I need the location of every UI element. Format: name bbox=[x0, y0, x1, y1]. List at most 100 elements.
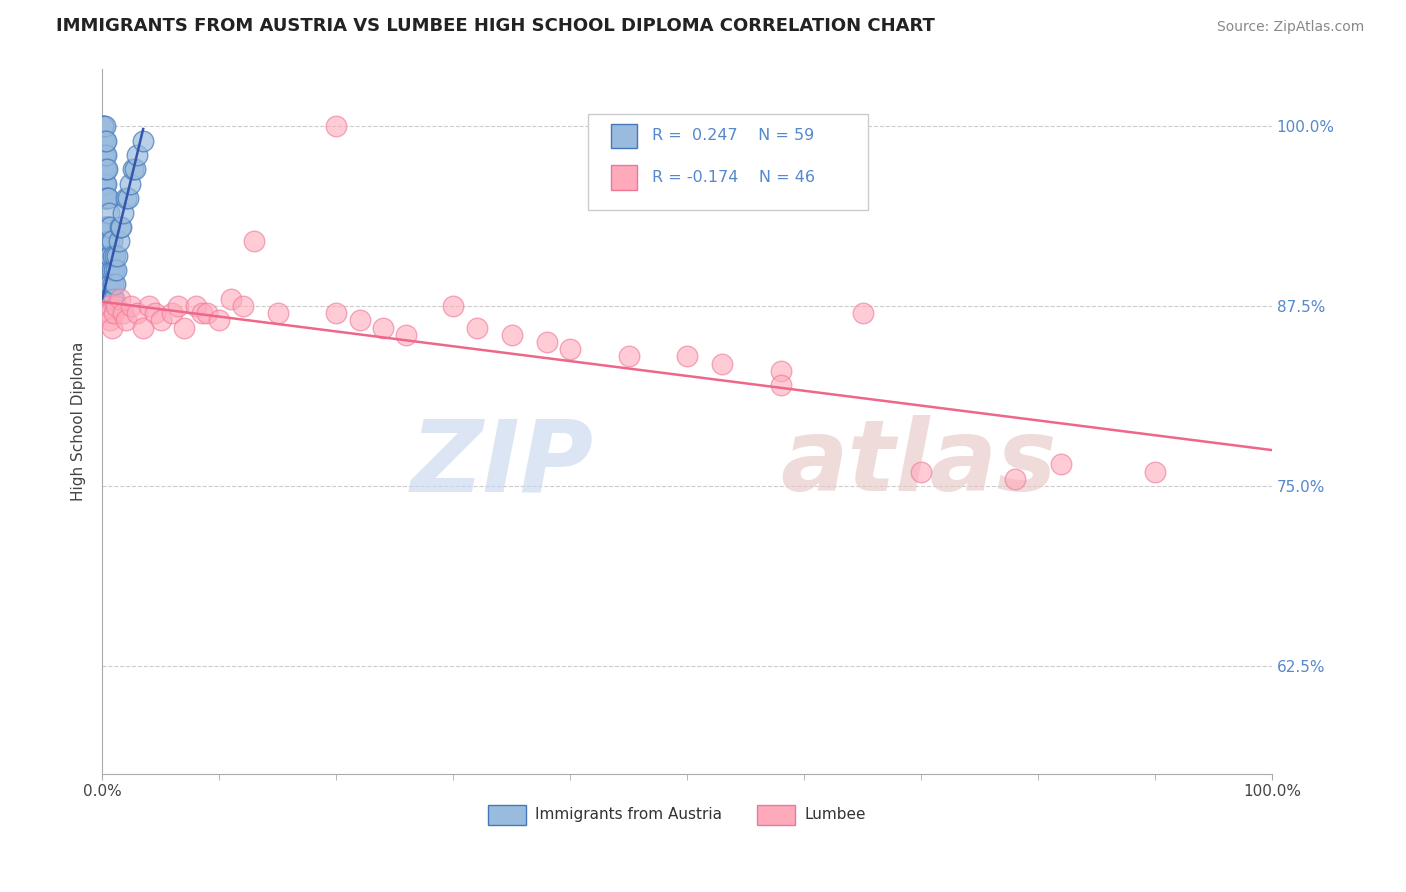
Point bbox=[132, 320, 155, 334]
Point bbox=[100, 313, 122, 327]
Point bbox=[100, 263, 122, 277]
Point bbox=[98, 263, 121, 277]
Point bbox=[93, 119, 115, 133]
Point bbox=[96, 249, 118, 263]
Point bbox=[94, 148, 117, 162]
Point bbox=[190, 306, 212, 320]
Point bbox=[98, 205, 121, 219]
Point bbox=[104, 277, 127, 292]
Point bbox=[465, 320, 488, 334]
Point bbox=[910, 465, 932, 479]
Point bbox=[93, 162, 115, 177]
Point bbox=[127, 306, 149, 320]
Point bbox=[101, 277, 124, 292]
Bar bbox=[612, 124, 637, 148]
Point bbox=[94, 134, 117, 148]
Point bbox=[97, 191, 120, 205]
Point bbox=[851, 306, 873, 320]
Point bbox=[93, 119, 115, 133]
Text: IMMIGRANTS FROM AUSTRIA VS LUMBEE HIGH SCHOOL DIPLOMA CORRELATION CHART: IMMIGRANTS FROM AUSTRIA VS LUMBEE HIGH S… bbox=[56, 17, 935, 35]
Point bbox=[97, 249, 120, 263]
Point bbox=[1143, 465, 1166, 479]
Point bbox=[325, 119, 347, 133]
Point bbox=[107, 235, 129, 249]
Point bbox=[501, 327, 523, 342]
Point bbox=[162, 306, 184, 320]
Point bbox=[94, 191, 117, 205]
Point bbox=[112, 306, 135, 320]
Point bbox=[395, 327, 418, 342]
Point bbox=[100, 292, 122, 306]
Point bbox=[138, 299, 160, 313]
Point bbox=[149, 313, 172, 327]
Point bbox=[536, 335, 558, 350]
Point bbox=[100, 219, 122, 234]
Point bbox=[96, 277, 118, 292]
Point bbox=[94, 162, 117, 177]
Point bbox=[371, 320, 394, 334]
Point bbox=[98, 292, 121, 306]
Point bbox=[1050, 458, 1073, 472]
Point bbox=[96, 219, 118, 234]
Point bbox=[103, 306, 125, 320]
Point bbox=[94, 219, 117, 234]
Point bbox=[711, 357, 734, 371]
Point bbox=[325, 306, 347, 320]
Point bbox=[103, 263, 125, 277]
Point bbox=[120, 299, 142, 313]
Point bbox=[93, 134, 115, 148]
Point bbox=[127, 148, 149, 162]
Text: R = -0.174    N = 46: R = -0.174 N = 46 bbox=[652, 170, 815, 185]
Point bbox=[93, 148, 115, 162]
Point bbox=[93, 148, 115, 162]
Point bbox=[143, 306, 166, 320]
Point bbox=[121, 162, 143, 177]
Point bbox=[108, 219, 131, 234]
Point bbox=[93, 219, 115, 234]
Point bbox=[93, 177, 115, 191]
Point bbox=[441, 299, 464, 313]
Point bbox=[769, 364, 792, 378]
Point bbox=[1004, 472, 1026, 486]
Point bbox=[100, 320, 122, 334]
Bar bbox=[612, 165, 637, 190]
Point bbox=[97, 299, 120, 313]
Point bbox=[93, 162, 115, 177]
Point bbox=[114, 313, 136, 327]
Point bbox=[173, 320, 195, 334]
Point bbox=[184, 299, 207, 313]
Point bbox=[96, 162, 118, 177]
Point bbox=[114, 191, 136, 205]
Point bbox=[105, 263, 128, 277]
Point bbox=[349, 313, 371, 327]
Bar bbox=[488, 805, 526, 825]
Point bbox=[676, 350, 699, 364]
Point bbox=[112, 205, 135, 219]
Point bbox=[120, 177, 142, 191]
Point bbox=[96, 191, 118, 205]
Point bbox=[93, 134, 115, 148]
Point bbox=[101, 249, 124, 263]
Point bbox=[93, 191, 115, 205]
FancyBboxPatch shape bbox=[588, 114, 869, 210]
Point bbox=[232, 299, 254, 313]
Text: atlas: atlas bbox=[780, 415, 1057, 512]
Point bbox=[219, 292, 242, 306]
Point bbox=[107, 249, 129, 263]
Point bbox=[103, 292, 125, 306]
Point bbox=[98, 306, 121, 320]
Point bbox=[769, 378, 792, 392]
Point bbox=[94, 177, 117, 191]
Point bbox=[132, 134, 155, 148]
Point bbox=[93, 119, 115, 133]
Point bbox=[97, 277, 120, 292]
Text: R =  0.247    N = 59: R = 0.247 N = 59 bbox=[652, 128, 814, 144]
Point bbox=[124, 162, 146, 177]
Point bbox=[617, 350, 640, 364]
Y-axis label: High School Diploma: High School Diploma bbox=[72, 342, 86, 501]
Text: Immigrants from Austria: Immigrants from Austria bbox=[536, 807, 723, 822]
Text: Lumbee: Lumbee bbox=[804, 807, 866, 822]
Point bbox=[93, 177, 115, 191]
Point bbox=[197, 306, 219, 320]
Text: ZIP: ZIP bbox=[411, 415, 593, 512]
